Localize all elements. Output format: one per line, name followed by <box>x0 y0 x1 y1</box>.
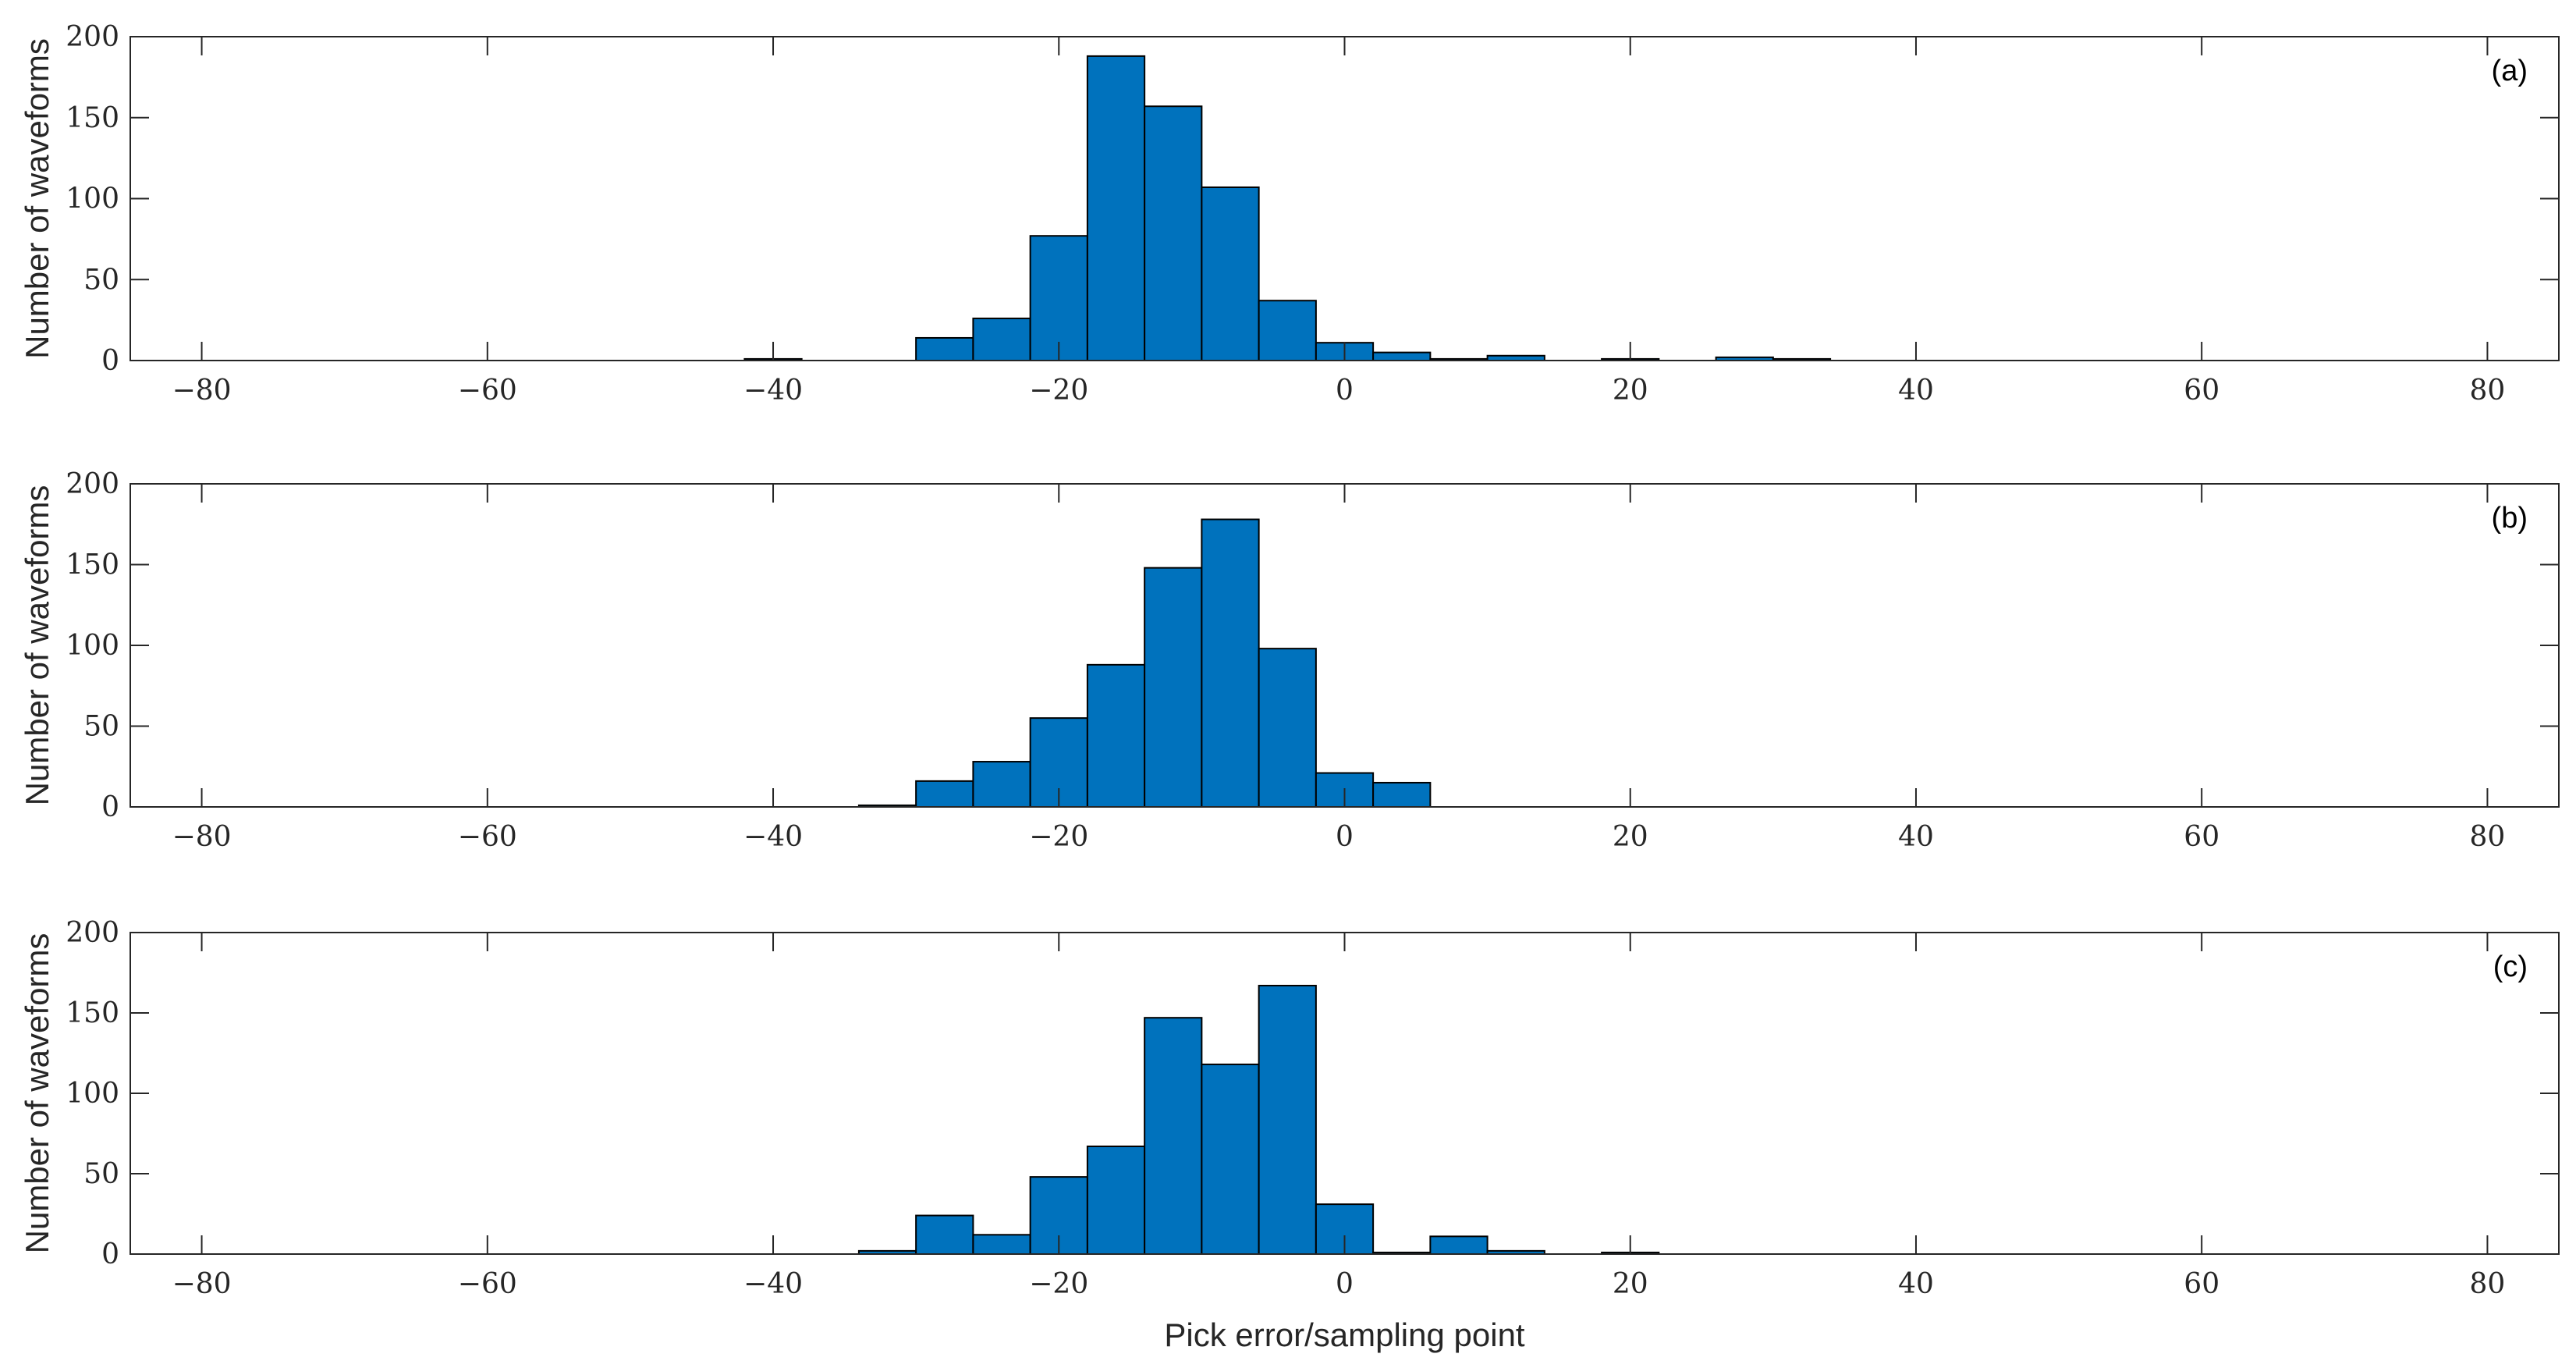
x-tick-label: −40 <box>743 821 803 853</box>
bar <box>915 1214 974 1256</box>
y-tick-label: 150 <box>66 549 119 581</box>
x-tick-label: −60 <box>458 821 517 853</box>
bar <box>1086 663 1146 808</box>
bars <box>857 518 1432 808</box>
panel-label: (a) <box>2492 55 2528 87</box>
x-tick-label: 0 <box>1336 1268 1354 1300</box>
bar <box>1372 351 1432 361</box>
bar <box>1201 518 1260 808</box>
panel-label: (c) <box>2493 950 2528 983</box>
x-tick-label: 40 <box>1898 375 1934 407</box>
bar <box>1201 186 1260 361</box>
x-tick-label: −40 <box>743 375 803 407</box>
x-tick-label: −60 <box>458 1268 517 1300</box>
bars <box>743 55 1832 362</box>
x-tick-label: 80 <box>2470 375 2506 407</box>
x-tick-label: 80 <box>2470 1268 2506 1300</box>
y-tick-label: 100 <box>66 183 119 215</box>
bar <box>1258 300 1317 362</box>
y-axis-label: Number of waveforms <box>19 933 55 1254</box>
bar <box>972 318 1031 361</box>
y-tick-label: 0 <box>101 345 119 377</box>
x-tick-label: 60 <box>2184 375 2219 407</box>
y-tick-label: 200 <box>66 917 119 949</box>
bars <box>857 984 1660 1256</box>
x-tick-label: −20 <box>1029 821 1088 853</box>
panel-a: −80 −60 −40 −20 0 20 40 60 80 0 50 100 150 200 Number … <box>19 21 2560 407</box>
bar <box>1201 1063 1260 1256</box>
bar <box>1144 105 1203 361</box>
y-tick-label: 50 <box>83 264 119 296</box>
x-tick-label: −40 <box>743 1268 803 1300</box>
x-tick-label: 60 <box>2184 1268 2219 1300</box>
x-tick-label: 40 <box>1898 821 1934 853</box>
y-tick-label: 200 <box>66 21 119 53</box>
x-tick-label: −80 <box>172 821 232 853</box>
y-tick-label: 200 <box>66 468 119 500</box>
y-tick-label: 100 <box>66 630 119 662</box>
y-tick-label: 50 <box>83 1158 119 1190</box>
x-tick-label: −60 <box>458 375 517 407</box>
y-tick-label: 0 <box>101 791 119 823</box>
bar <box>1086 1145 1146 1255</box>
bar <box>972 1234 1031 1256</box>
y-axis-label: Number of waveforms <box>19 38 55 359</box>
x-tick-label: −20 <box>1029 1268 1088 1300</box>
x-tick-label: −20 <box>1029 375 1088 407</box>
x-tick-label: 80 <box>2470 821 2506 853</box>
bar <box>1429 1235 1488 1255</box>
y-tick-label: 0 <box>101 1238 119 1270</box>
x-tick-label: −80 <box>172 375 232 407</box>
bar <box>1144 567 1203 808</box>
y-tick-label: 150 <box>66 102 119 134</box>
x-tick-label: 20 <box>1613 1268 1648 1300</box>
bar <box>1372 781 1432 808</box>
y-axis-label: Number of waveforms <box>19 485 55 806</box>
x-tick-label: 0 <box>1336 375 1354 407</box>
y-tick-label: 150 <box>66 997 119 1029</box>
panels: −80 −60 −40 −20 0 20 40 60 80050100150200Number … <box>19 21 2560 1353</box>
axes-frame <box>130 36 2560 361</box>
x-tick-label: 20 <box>1613 821 1648 853</box>
bar <box>1258 648 1317 808</box>
panel-b: −80 −60 −40 −20 0 20 40 60 80 0 50 100 150 200 Number … <box>19 468 2560 853</box>
x-tick-label: 20 <box>1613 375 1648 407</box>
x-tick-label: 40 <box>1898 1268 1934 1300</box>
panel-label: (b) <box>2492 502 2528 535</box>
bar <box>915 336 974 362</box>
bar <box>1144 1017 1203 1256</box>
bar <box>1258 984 1317 1255</box>
axes-frame <box>130 483 2560 808</box>
bar <box>915 780 974 808</box>
panel-c: −80 −60 −40 −20 0 20 40 60 80 0 50 100 150 200 Number … <box>19 917 2560 1353</box>
y-tick-label: 50 <box>83 711 119 743</box>
x-tick-label: 0 <box>1336 821 1354 853</box>
x-axis-label: Pick error/sampling point <box>1164 1316 1525 1353</box>
x-tick-label: 60 <box>2184 821 2219 853</box>
x-tick-label: −80 <box>172 1268 232 1300</box>
bar <box>972 761 1031 808</box>
y-tick-label: 100 <box>66 1078 119 1110</box>
bar <box>1086 55 1146 362</box>
